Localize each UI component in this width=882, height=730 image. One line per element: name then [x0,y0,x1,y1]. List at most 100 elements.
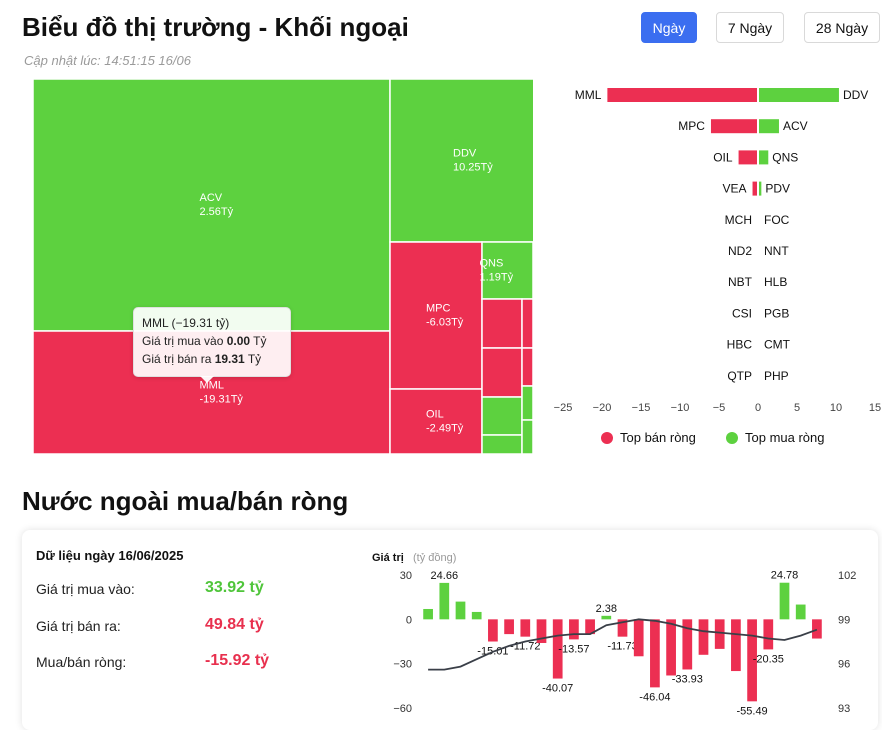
bar-sell [710,119,757,134]
treemap-tile-mpc [389,241,483,390]
tooltip-buy-label: Giá trị mua vào [142,334,227,348]
treemap-value-ddv: 10.25Tỷ [453,162,493,174]
treemap-tile-small [521,419,533,454]
tab-day[interactable]: Ngày [641,12,697,43]
bar-label-buy: DDV [843,88,868,102]
buy-value-label: Giá trị mua vào: [36,581,135,597]
tooltip-title: MML (−19.31 tỷ) [142,316,230,330]
combo-data-label: -33.93 [672,673,703,685]
x-tick-label: 5 [794,402,800,414]
y2-tick-label: 99 [838,614,850,626]
tab-7-days[interactable]: 7 Ngày [716,12,784,43]
treemap-tile-small [481,347,523,398]
bar-label-sell: OIL [713,150,733,164]
bar-label-sell: CSI [732,306,752,320]
legend-sell[interactable]: Top bán ròng [601,430,696,445]
combo-bar [779,582,790,620]
combo-data-label: -20.35 [753,653,784,665]
combo-data-label: 2.38 [596,603,617,615]
x-tick-label: −5 [713,402,726,414]
bar-label-sell: NBT [728,275,753,289]
y-tick-label: −60 [393,703,412,715]
legend-buy-label: Top mua ròng [745,430,825,445]
treemap-value-qns: 1.19Tỷ [480,272,514,284]
update-timestamp: Cập nhật lúc: 14:51:15 16/06 [24,53,191,68]
bar-label-buy: ACV [783,119,808,133]
combo-bar [601,615,612,620]
combo-bar [520,619,531,637]
treemap-tile-qns [481,241,533,300]
bar-sell [752,181,757,196]
sell-value-label: Giá trị bán ra: [36,618,121,634]
tooltip-sell-unit: Tỷ [244,352,262,366]
treemap-tile-oil [389,388,483,454]
period-tabs: Ngày 7 Ngày 28 Ngày [0,12,882,43]
y-tick-label: 30 [400,570,412,582]
bar-label-buy: CMT [764,338,791,352]
legend-sell-label: Top bán ròng [620,430,696,445]
bar-label-buy: PDV [765,182,790,196]
combo-data-label: -40.07 [542,683,573,695]
y-tick-label: 0 [406,614,412,626]
combo-bar [731,619,741,672]
combo-bar [569,619,579,640]
bar-label-sell: HBC [727,338,753,352]
bar-label-sell: QTP [727,369,752,383]
x-tick-label: −15 [632,402,651,414]
x-tick-label: 15 [869,402,881,414]
bar-sell [607,88,757,102]
tooltip-sell-row: Giá trị bán ra 19.31 Tỷ [142,352,261,366]
treemap-label-oil: OIL [426,409,444,421]
treemap-chart: ACV2.56TỷMML-19.31TỷDDV10.25TỷMPC-6.03Tỷ… [33,79,533,454]
combo-bar [714,619,725,649]
top-net-bar-chart: MML DDV MPC ACV OIL QNS VEA PDV MCH FOC ND2 NNT NBT H… [554,88,881,414]
combo-bar [617,619,628,637]
bar-label-buy: NNT [764,244,789,258]
bar-label-sell: MML [575,88,602,102]
combo-bar [439,582,450,620]
treemap-value-acv: 2.56Tỷ [200,206,234,218]
x-tick-label: 0 [755,402,761,414]
tooltip-buy-row: Giá trị mua vào 0.00 Tỷ [142,334,267,348]
data-date: Dữ liệu ngày 16/06/2025 [36,548,184,563]
bar-label-buy: PHP [764,369,789,383]
bar-buy [759,88,839,102]
net-value-label: Mua/bán ròng: [36,654,127,670]
legend-buy-dot [726,431,738,444]
sell-value: 49.84 tỷ [205,616,264,633]
legend-buy[interactable]: Top mua ròng [726,430,825,445]
combo-bar [633,619,644,657]
treemap-label-qns: QNS [480,258,504,270]
treemap-label-acv: ACV [200,192,223,204]
y2-tick-label: 96 [838,659,850,671]
treemap-tile-small [481,298,523,349]
net-flow-combo-chart: Giá trị (tỷ đồng)30 0 −30 −60 102 99 96 93 24.66 -… [372,552,856,717]
bar-label-buy: HLB [764,275,787,289]
tab-28-days[interactable]: 28 Ngày [804,12,880,43]
combo-unit: (tỷ đồng) [413,552,456,564]
x-tick-label: 10 [830,402,842,414]
combo-data-label: -11.72 [510,641,540,653]
combo-data-label: 24.66 [431,570,459,582]
treemap-tile-small [481,396,523,436]
treemap-tile-ddv [389,79,533,243]
legend-sell-dot [601,431,613,444]
bar-label-buy: QNS [772,150,798,164]
combo-bar [698,619,709,655]
combo-bar [455,601,466,620]
x-tick-label: −20 [593,402,612,414]
page-title: Biểu đồ thị trường - Khối ngoại [22,12,409,42]
tooltip-buy-unit: Tỷ [250,334,267,348]
section-title: Nước ngoài mua/bán ròng [22,486,349,516]
tooltip-sell-label: Giá trị bán ra [142,352,215,366]
combo-bar [650,619,660,688]
treemap-value-mml: -19.31Tỷ [200,394,244,406]
y2-tick-label: 102 [838,570,856,582]
treemap-label-mpc: MPC [426,303,451,315]
combo-bar [812,619,822,639]
bar-label-sell: MPC [678,119,705,133]
treemap-tile-small [481,434,523,454]
combo-bar [795,604,806,620]
combo-bar [471,611,482,620]
bar-label-buy: PGB [764,306,789,320]
